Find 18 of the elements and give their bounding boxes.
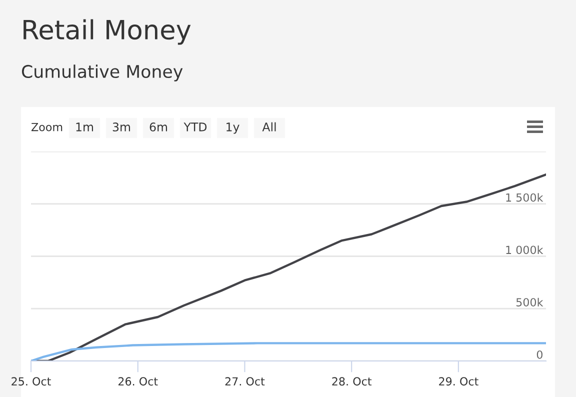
text: 1y (226, 122, 240, 134)
text: 6m (150, 122, 168, 132)
text: Zoom (32, 122, 62, 132)
text: YTD (184, 122, 207, 132)
y-tick-label: 0 (536, 350, 542, 359)
chart-title: Retail Money (24, 19, 191, 45)
x-tick-label: 29. Oct (439, 377, 478, 386)
x-tick-label: 27. Oct (225, 377, 265, 386)
y-tick-label: 1 500k (506, 193, 544, 202)
x-tick-label: 25. Oct (12, 377, 51, 386)
chart-subtitle: Cumulative Money (22, 64, 183, 82)
y-tick-label: 500k (516, 298, 544, 306)
y-tick-label: 1 000k (506, 245, 544, 254)
x-tick-label: 26. Oct (118, 377, 158, 386)
text: 1m (76, 122, 94, 132)
x-tick-label: 28. Oct (332, 377, 372, 386)
text: All (262, 122, 276, 132)
text: 3m (112, 122, 130, 132)
